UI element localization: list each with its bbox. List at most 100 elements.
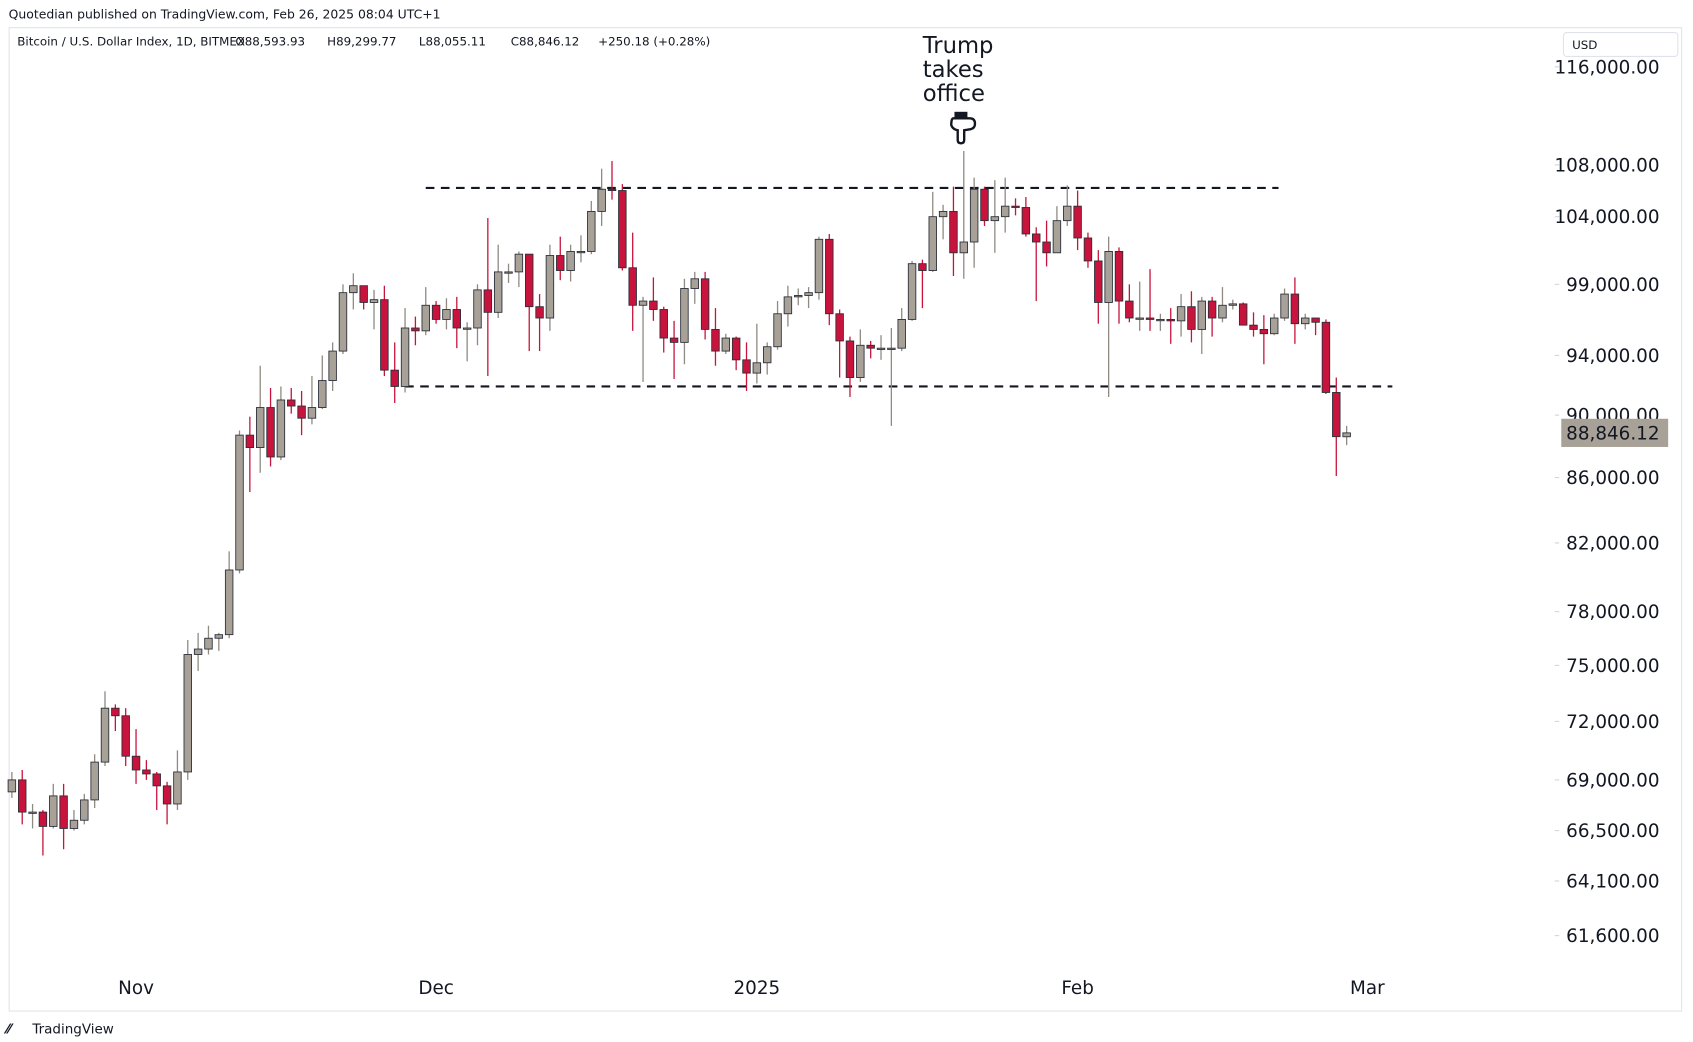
- y-tick-label: 86,000.00: [1566, 468, 1659, 489]
- candle-body: [762, 346, 772, 364]
- candle-body: [69, 819, 79, 829]
- currency-box[interactable]: [1562, 32, 1679, 57]
- candle-body: [907, 263, 917, 320]
- x-tick-label: Mar: [1350, 978, 1385, 999]
- y-tick-label: 116,000.00: [1554, 57, 1659, 78]
- candle-body: [369, 299, 379, 303]
- candle-body: [1311, 317, 1320, 323]
- candle-body: [1145, 317, 1155, 320]
- candle-body: [224, 569, 234, 636]
- candle-body: [80, 799, 89, 821]
- last-price-box: [1561, 418, 1669, 447]
- symbol: Bitcoin / U.S. Dollar Index, 1D, BITMEX: [17, 35, 245, 49]
- candle-body: [400, 327, 410, 387]
- candle-body: [1301, 317, 1310, 325]
- y-tick-label: 72,000.00: [1566, 712, 1659, 733]
- candle-body: [711, 328, 720, 352]
- annotation-text: takes: [923, 57, 984, 83]
- candle-body: [856, 344, 865, 378]
- candle-body: [49, 795, 58, 827]
- candle-body: [1032, 233, 1041, 243]
- candle-body: [814, 238, 824, 294]
- candle-body: [1290, 293, 1300, 325]
- candle-body: [59, 795, 68, 829]
- candle-body: [255, 407, 265, 448]
- candle-body: [659, 309, 668, 339]
- candle-body: [525, 253, 534, 308]
- y-tick-label: 64,100.00: [1566, 871, 1659, 892]
- candle-body: [266, 407, 275, 458]
- candle-body: [204, 637, 213, 650]
- candle-body: [607, 188, 617, 191]
- candle-body: [773, 313, 782, 348]
- y-tick-label: 108,000.00: [1554, 155, 1659, 176]
- candle-body: [1176, 306, 1186, 322]
- frame: [8, 27, 1683, 1012]
- candle-body: [618, 190, 627, 269]
- ohlc-value: O88,593.93: [235, 35, 305, 49]
- candle-body: [1269, 317, 1279, 335]
- ohlc-value: L88,055.11: [419, 35, 486, 49]
- candle-body: [493, 271, 503, 313]
- candle-body: [1321, 321, 1331, 393]
- footer-logo: ⁄⁄: [3, 1021, 13, 1037]
- candle-body: [462, 327, 472, 330]
- candle-body: [1094, 260, 1103, 303]
- candle-body: [918, 263, 927, 271]
- candle-body: [1114, 251, 1124, 302]
- candle-body: [390, 369, 399, 387]
- candle-body: [173, 771, 182, 805]
- ohlc-value: H89,299.77: [327, 35, 396, 49]
- currency[interactable]: USD: [1572, 38, 1597, 52]
- candle-body: [545, 255, 555, 319]
- candle-body: [307, 407, 317, 419]
- y-tick-label: 82,000.00: [1566, 533, 1659, 554]
- last-price-label: 88,846.12: [1566, 423, 1659, 444]
- candle-body: [897, 318, 906, 349]
- x-tick-label: 2025: [734, 978, 781, 999]
- candle-body: [804, 292, 813, 296]
- candle-body: [442, 309, 451, 320]
- candle-body: [1063, 205, 1072, 222]
- candle-body: [18, 779, 27, 813]
- candle-body: [235, 434, 244, 571]
- candle-body: [959, 241, 969, 254]
- candle-body: [556, 255, 565, 271]
- y-tick-label: 61,600.00: [1566, 926, 1659, 947]
- candle-body: [680, 288, 689, 343]
- y-tick-label: 94,000.00: [1566, 346, 1659, 367]
- candle-body: [1228, 303, 1238, 306]
- candle-body: [411, 327, 420, 332]
- y-tick-label: 69,000.00: [1566, 770, 1659, 791]
- candle-body: [1249, 324, 1258, 330]
- x-tick-label: Feb: [1061, 978, 1093, 999]
- candle-body: [1156, 318, 1165, 322]
- candle-body: [380, 299, 389, 371]
- candle-body: [752, 362, 762, 374]
- y-tick-label: 75,000.00: [1566, 656, 1659, 677]
- published-header: Quotedian published on TradingView.com, …: [9, 6, 441, 21]
- candle-body: [1104, 251, 1113, 303]
- candle-body: [1042, 241, 1051, 254]
- candle-body: [1218, 304, 1227, 319]
- candle-body: [297, 405, 306, 419]
- candle-body: [649, 300, 658, 310]
- candle-body: [794, 295, 803, 298]
- candle-body: [980, 188, 989, 222]
- candle-body: [214, 634, 224, 639]
- candle-body: [783, 296, 793, 315]
- x-tick-label: Dec: [418, 978, 453, 999]
- candle-body: [566, 251, 575, 271]
- candle-body: [193, 648, 203, 655]
- candle-body: [421, 304, 430, 332]
- candle-body: [1259, 328, 1269, 335]
- candle-body: [452, 309, 462, 329]
- candle-body: [1197, 300, 1206, 330]
- candle-body: [1135, 317, 1144, 320]
- y-tick-label: 104,000.00: [1554, 207, 1659, 228]
- candle-body: [587, 210, 596, 252]
- candle-body: [576, 251, 586, 254]
- candle-body: [245, 434, 255, 448]
- candle-body: [1342, 432, 1351, 438]
